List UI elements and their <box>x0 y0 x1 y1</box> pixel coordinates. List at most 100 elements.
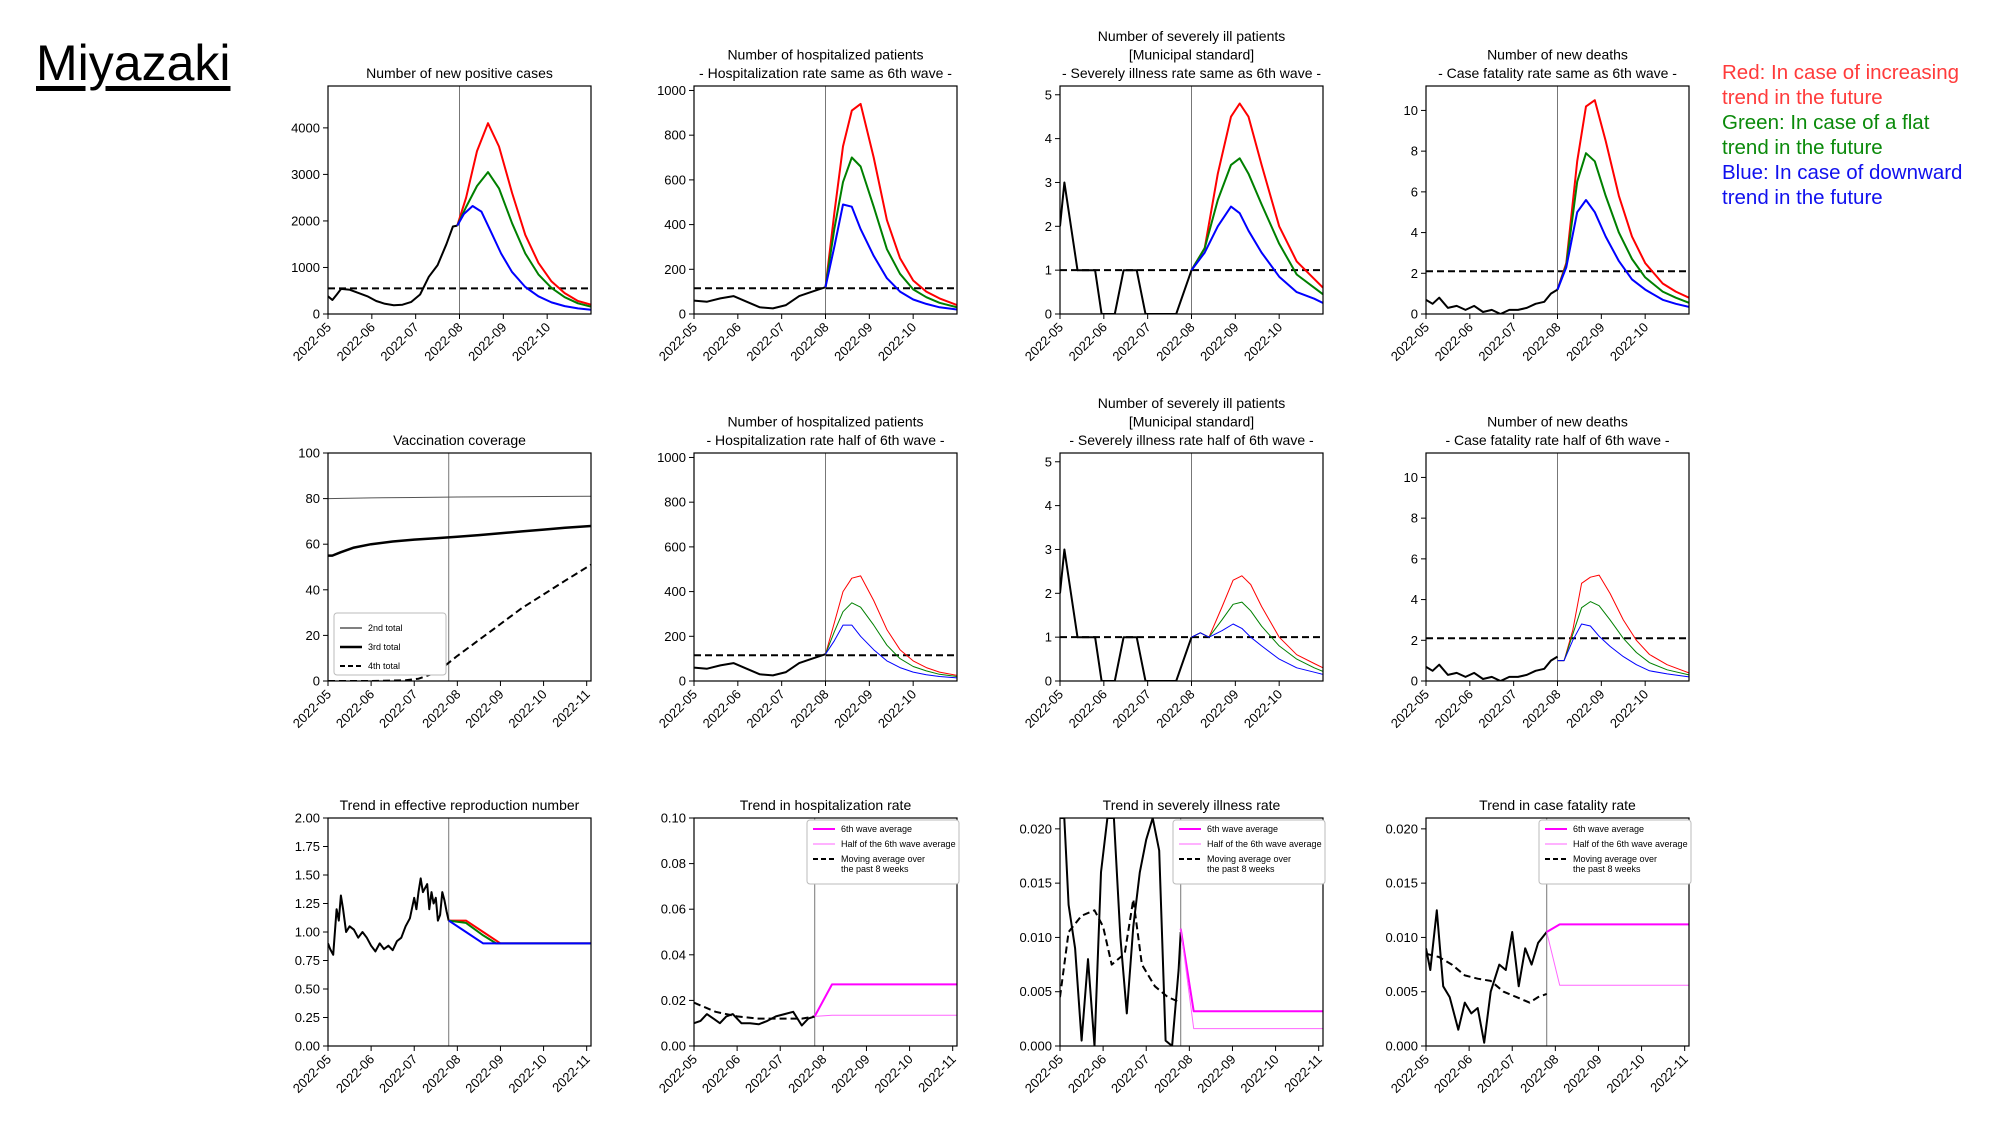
plot-frame <box>327 817 592 1047</box>
x-tick-label: 2022-09 <box>1197 687 1241 731</box>
x-tick-label: 2022-05 <box>656 320 700 364</box>
y-tick-label: 80 <box>306 491 320 506</box>
legend-label: the past 8 weeks <box>1207 864 1275 874</box>
x-tick-label: 2022-05 <box>290 320 334 364</box>
y-tick-label: 20 <box>306 628 320 643</box>
series-line <box>813 983 957 1017</box>
y-tick-label: 1.50 <box>295 868 320 883</box>
x-tick-label: 2022-05 <box>290 1052 334 1096</box>
x-tick-label: 2022-07 <box>376 687 420 731</box>
y-tick-label: 0.06 <box>661 902 686 917</box>
chart-title: Trend in severely illness rate <box>1103 797 1281 813</box>
series-line <box>448 919 591 945</box>
series-line <box>1190 157 1323 296</box>
chart-title: - Hospitalization rate half of 6th wave … <box>706 432 944 448</box>
y-tick-label: 0.04 <box>661 947 686 962</box>
y-tick-label: 6 <box>1411 551 1418 566</box>
x-tick-label: 2022-07 <box>743 687 787 731</box>
series-line <box>694 653 826 677</box>
y-tick-label: 2 <box>1045 219 1052 234</box>
series-line <box>328 563 591 681</box>
y-tick-label: 5 <box>1045 87 1052 102</box>
series-line <box>825 575 957 676</box>
x-tick-label: 2022-05 <box>290 687 334 731</box>
y-tick-label: 10 <box>1404 103 1418 118</box>
x-tick-label: 2022-08 <box>419 1052 463 1096</box>
scenario-legend: Red: In case of increasing trend in the … <box>1722 60 1962 210</box>
legend-label: 4th total <box>368 661 400 671</box>
series-line <box>456 171 591 308</box>
x-tick-label: 2022-07 <box>1475 687 1519 731</box>
y-tick-label: 8 <box>1411 511 1418 526</box>
x-tick-label: 2022-09 <box>1197 320 1241 364</box>
x-tick-label: 2022-06 <box>333 687 377 731</box>
y-tick-label: 0 <box>1045 307 1052 322</box>
x-tick-label: 2022-11 <box>549 687 593 731</box>
x-tick-label: 2022-10 <box>1241 320 1285 364</box>
y-tick-label: 0.020 <box>1019 821 1052 836</box>
series-line <box>328 524 591 557</box>
chart-severe1: Number of severely ill patients [Municipa… <box>1022 28 1324 364</box>
chart-title: Trend in hospitalization rate <box>740 797 912 813</box>
chart-hosp1: Number of hospitalized patients - Hospita… <box>656 47 958 364</box>
y-tick-label: 0.75 <box>295 953 320 968</box>
x-tick-label: 2022-05 <box>1022 320 1066 364</box>
plot-area <box>1426 453 1689 681</box>
series-line <box>1556 152 1689 304</box>
x-tick-label: 2022-09 <box>462 1052 506 1096</box>
plot-frame <box>1425 452 1690 682</box>
y-tick-label: 2 <box>1045 586 1052 601</box>
series-line <box>694 286 826 310</box>
x-tick-label: 2022-05 <box>1022 687 1066 731</box>
legend-green-line1: Green: In case of a flat <box>1722 111 1930 134</box>
y-tick-label: 3000 <box>291 167 320 182</box>
chart-rt: Trend in effective reproduction number 0.… <box>290 797 593 1096</box>
y-tick-label: 0.020 <box>1385 821 1418 836</box>
series-line <box>824 102 957 307</box>
x-tick-label: 2022-06 <box>1066 687 1110 731</box>
y-tick-label: 800 <box>664 495 686 510</box>
chart-title: Number of new positive cases <box>366 65 553 81</box>
x-tick-label: 2022-06 <box>1432 320 1476 364</box>
chart-title: Number of hospitalized patients <box>727 414 923 430</box>
chart-sevrate: Trend in severely illness rate 0.000 0.005… <box>1019 797 1326 1096</box>
legend-label: Moving average over <box>1207 854 1291 864</box>
x-tick-label: 2022-06 <box>700 687 744 731</box>
chart-death2: Number of new deaths - Case fatality rate… <box>1388 414 1690 731</box>
x-tick-label: 2022-07 <box>1475 320 1519 364</box>
series-line <box>1191 623 1323 675</box>
x-tick-label: 2022-08 <box>787 687 831 731</box>
chart-title: Number of hospitalized patients <box>727 47 923 63</box>
x-tick-label: 2022-05 <box>656 1052 700 1096</box>
series-line <box>328 224 458 307</box>
x-tick-label: 2022-09 <box>831 687 875 731</box>
x-tick-label: 2022-10 <box>875 320 919 364</box>
y-tick-label: 1000 <box>291 260 320 275</box>
x-tick-label: 2022-10 <box>875 687 919 731</box>
y-tick-label: 0.010 <box>1019 930 1052 945</box>
y-tick-label: 3 <box>1045 542 1052 557</box>
chart-legend-box <box>1172 819 1326 885</box>
y-tick-label: 0.005 <box>1385 984 1418 999</box>
series-line <box>1060 818 1182 1046</box>
y-tick-label: 0.25 <box>295 1010 320 1025</box>
x-tick-label: 2022-09 <box>1194 1052 1238 1096</box>
x-tick-label: 2022-07 <box>742 1052 786 1096</box>
x-tick-label: 2022-08 <box>1517 1052 1561 1096</box>
series-line <box>448 919 591 945</box>
y-tick-label: 8 <box>1411 144 1418 159</box>
x-tick-label: 2022-09 <box>1563 320 1607 364</box>
y-tick-label: 0 <box>1411 307 1418 322</box>
legend-label: Half of the 6th wave average <box>841 839 956 849</box>
y-tick-label: 400 <box>664 217 686 232</box>
x-tick-label: 2022-10 <box>1603 1052 1647 1096</box>
y-tick-label: 1000 <box>657 450 686 465</box>
x-tick-label: 2022-07 <box>376 1052 420 1096</box>
x-tick-label: 2022-06 <box>1431 1052 1475 1096</box>
series-line <box>825 602 957 677</box>
y-tick-label: 400 <box>664 584 686 599</box>
y-tick-label: 0 <box>679 307 686 322</box>
plot-area <box>694 86 957 314</box>
y-tick-label: 0 <box>313 307 320 322</box>
y-tick-label: 5 <box>1045 454 1052 469</box>
